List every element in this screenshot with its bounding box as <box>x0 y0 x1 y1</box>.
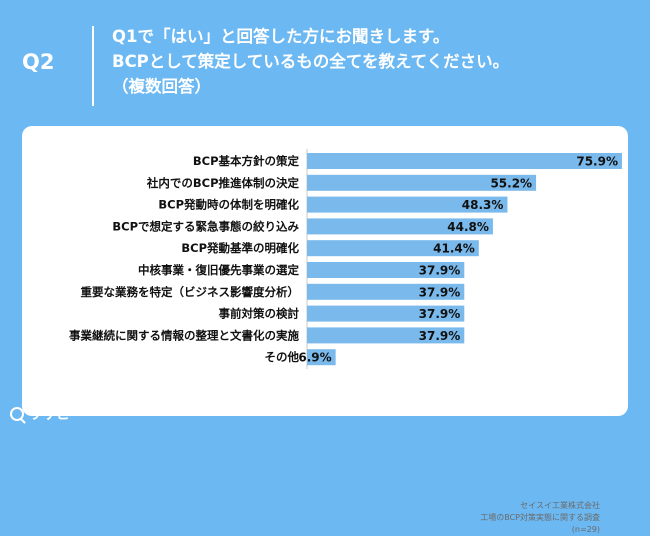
question-line-1: Q1で「はい」と回答した方にお聞きします。 <box>112 27 450 46</box>
bar <box>307 349 336 366</box>
value-label: 75.9% <box>576 155 618 169</box>
question-number: Q2 <box>22 50 55 74</box>
chart-card: BCP基本方針の策定 75.9% 社内でのBCP推進体制の決定 55.2% BCP発動時… <box>22 126 628 534</box>
value-label: 48.3% <box>462 198 504 212</box>
bar <box>307 174 537 191</box>
value-label: 55.2% <box>490 176 532 190</box>
source-survey: 工場のBCP対策実態に関する調査 <box>480 513 600 522</box>
category-label: 事業継続に関する情報の整理と文書化の実施 <box>69 328 299 342</box>
bar <box>307 283 465 300</box>
category-label: BCP発動基準の明確化 <box>181 241 299 255</box>
bar-chart: BCP基本方針の策定 75.9% 社内でのBCP推進体制の決定 55.2% BCP発動時… <box>69 149 622 369</box>
category-label: 中核事業・復旧優先事業の選定 <box>138 263 299 277</box>
value-label: 41.4% <box>433 242 475 256</box>
category-label: 社内でのBCP推進体制の決定 <box>146 176 300 190</box>
bar <box>307 240 479 257</box>
value-label: 37.9% <box>419 329 461 343</box>
brand-logo: リサピー <box>10 404 84 424</box>
category-label: BCP発動時の体制を明確化 <box>158 198 299 212</box>
category-label: 事前対策の検討 <box>219 307 300 321</box>
brand-name: リサピー <box>28 407 84 423</box>
bar <box>307 218 493 235</box>
bar <box>307 196 508 213</box>
search-icon <box>10 407 24 421</box>
question-header: Q2 Q1で「はい」と回答した方にお聞きします。 BCPとして策定しているもの全… <box>0 0 650 120</box>
category-label: BCP基本方針の策定 <box>193 154 300 168</box>
source-company: セイスイ工業株式会社 <box>520 501 600 510</box>
question-line-3: （複数回答） <box>112 77 211 96</box>
value-label: 44.8% <box>447 220 489 234</box>
category-label: BCPで想定する緊急事態の絞り込み <box>112 219 299 233</box>
source-note: セイスイ工業株式会社 工場のBCP対策実態に関する調査 (n=29) <box>380 500 600 536</box>
header-divider <box>92 26 94 106</box>
value-label: 37.9% <box>419 307 461 321</box>
bar <box>307 305 465 322</box>
value-label: 37.9% <box>419 264 461 278</box>
bar <box>307 153 622 169</box>
bar <box>307 262 465 278</box>
value-label: 6.9% <box>298 351 331 365</box>
category-label: その他 <box>265 350 300 364</box>
value-label: 37.9% <box>419 285 461 299</box>
category-label: 重要な業務を特定（ビジネス影響度分析） <box>81 285 300 299</box>
question-text: Q1で「はい」と回答した方にお聞きします。 BCPとして策定しているもの全てを教… <box>112 24 632 99</box>
bar <box>307 327 465 344</box>
question-line-2: BCPとして策定しているもの全てを教えてください。 <box>112 52 510 71</box>
source-sample-size: (n=29) <box>571 525 600 534</box>
